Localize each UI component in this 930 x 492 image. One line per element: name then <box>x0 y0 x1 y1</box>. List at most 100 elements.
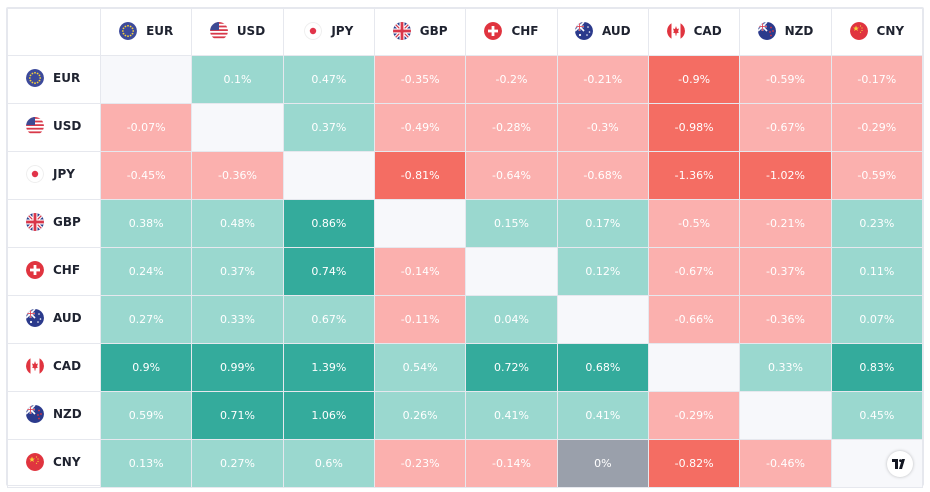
heatmap-cell[interactable]: -0.59% <box>739 55 832 104</box>
heatmap-cell[interactable]: -0.07% <box>99 103 193 152</box>
heatmap-cell[interactable]: -0.17% <box>830 55 924 104</box>
heatmap-cell[interactable]: -0.36% <box>739 295 832 344</box>
column-header-gbp[interactable]: GBP <box>373 8 467 56</box>
heatmap-cell-empty[interactable] <box>647 343 741 392</box>
heatmap-cell[interactable]: -0.14% <box>465 439 558 488</box>
heatmap-cell[interactable]: 0.37% <box>191 247 284 296</box>
heatmap-cell[interactable]: 0.26% <box>373 391 467 440</box>
heatmap-cell[interactable]: 0.74% <box>282 247 375 296</box>
heatmap-cell[interactable]: 0.68% <box>556 343 649 392</box>
column-header-cad[interactable]: CAD <box>647 8 741 56</box>
heatmap-cell-empty[interactable] <box>282 151 375 200</box>
heatmap-cell[interactable]: -0.29% <box>647 391 741 440</box>
row-header-aud[interactable]: AUD <box>7 295 101 344</box>
heatmap-cell[interactable]: -0.46% <box>739 439 832 488</box>
heatmap-cell-empty[interactable] <box>191 103 284 152</box>
row-header-cny[interactable]: CNY <box>7 439 101 488</box>
row-header-gbp[interactable]: GBP <box>7 199 101 248</box>
heatmap-cell[interactable]: 0.59% <box>99 391 193 440</box>
heatmap-cell[interactable]: 0.37% <box>282 103 375 152</box>
heatmap-cell[interactable]: 0.27% <box>191 439 284 488</box>
row-header-chf[interactable]: CHF <box>7 247 101 296</box>
heatmap-cell[interactable]: -0.67% <box>739 103 832 152</box>
heatmap-cell[interactable]: 0.07% <box>830 295 924 344</box>
heatmap-cell[interactable]: 0.23% <box>830 199 924 248</box>
heatmap-cell[interactable]: -0.81% <box>373 151 467 200</box>
heatmap-cell[interactable]: -0.11% <box>373 295 467 344</box>
row-header-jpy[interactable]: JPY <box>7 151 101 200</box>
heatmap-cell[interactable]: -1.36% <box>647 151 741 200</box>
heatmap-cell[interactable]: 0.9% <box>99 343 193 392</box>
heatmap-cell[interactable]: 0.24% <box>99 247 193 296</box>
column-header-usd[interactable]: USD <box>191 8 284 56</box>
heatmap-cell-empty[interactable] <box>739 391 832 440</box>
heatmap-cell[interactable]: 0% <box>556 439 649 488</box>
heatmap-cell[interactable]: 0.11% <box>830 247 924 296</box>
heatmap-cell[interactable]: 0.6% <box>282 439 375 488</box>
heatmap-cell[interactable]: 0.54% <box>373 343 467 392</box>
column-header-jpy[interactable]: JPY <box>282 8 375 56</box>
column-header-aud[interactable]: AUD <box>556 8 649 56</box>
column-header-cny[interactable]: CNY <box>830 8 924 56</box>
heatmap-cell[interactable]: 0.33% <box>739 343 832 392</box>
heatmap-cell[interactable]: 0.04% <box>465 295 558 344</box>
row-header-eur[interactable]: EUR <box>7 55 101 104</box>
row-header-usd[interactable]: USD <box>7 103 101 152</box>
heatmap-cell[interactable]: -1.02% <box>739 151 832 200</box>
column-header-eur[interactable]: EUR <box>99 8 193 56</box>
heatmap-cell[interactable]: 0.27% <box>99 295 193 344</box>
tradingview-logo-icon[interactable] <box>887 451 913 477</box>
heatmap-cell[interactable]: 1.39% <box>282 343 375 392</box>
heatmap-cell[interactable]: -0.37% <box>739 247 832 296</box>
heatmap-cell[interactable]: 0.67% <box>282 295 375 344</box>
heatmap-cell[interactable]: -0.21% <box>739 199 832 248</box>
heatmap-cell[interactable]: -0.35% <box>373 55 467 104</box>
heatmap-cell[interactable]: 0.17% <box>556 199 649 248</box>
heatmap-cell-empty[interactable] <box>99 55 193 104</box>
heatmap-cell[interactable]: -0.23% <box>373 439 467 488</box>
heatmap-cell[interactable]: 0.72% <box>465 343 558 392</box>
heatmap-cell[interactable]: 0.13% <box>99 439 193 488</box>
heatmap-cell[interactable]: 0.38% <box>99 199 193 248</box>
heatmap-cell[interactable]: -0.68% <box>556 151 649 200</box>
heatmap-cell[interactable]: -0.28% <box>465 103 558 152</box>
heatmap-cell[interactable]: -0.49% <box>373 103 467 152</box>
heatmap-cell-empty[interactable] <box>373 199 467 248</box>
row-header-nzd[interactable]: NZD <box>7 391 101 440</box>
heatmap-cell[interactable]: -0.82% <box>647 439 741 488</box>
heatmap-cell[interactable]: -0.9% <box>647 55 741 104</box>
heatmap-cell[interactable]: 0.12% <box>556 247 649 296</box>
heatmap-cell-empty[interactable] <box>556 295 649 344</box>
heatmap-cell[interactable]: 0.33% <box>191 295 284 344</box>
heatmap-cell[interactable]: 0.45% <box>830 391 924 440</box>
heatmap-cell[interactable]: -0.36% <box>191 151 284 200</box>
heatmap-cell-empty[interactable] <box>465 247 558 296</box>
column-header-nzd[interactable]: NZD <box>739 8 832 56</box>
heatmap-cell[interactable]: -0.45% <box>99 151 193 200</box>
heatmap-cell[interactable]: 0.71% <box>191 391 284 440</box>
heatmap-cell[interactable]: 0.47% <box>282 55 375 104</box>
heatmap-cell[interactable]: -0.98% <box>647 103 741 152</box>
heatmap-cell[interactable]: 0.86% <box>282 199 375 248</box>
row-header-cad[interactable]: CAD <box>7 343 101 392</box>
heatmap-cell[interactable]: 0.83% <box>830 343 924 392</box>
heatmap-cell[interactable]: -0.14% <box>373 247 467 296</box>
us-flag-icon <box>26 117 44 135</box>
heatmap-cell[interactable]: -0.29% <box>830 103 924 152</box>
heatmap-cell[interactable]: -0.66% <box>647 295 741 344</box>
heatmap-cell[interactable]: -0.5% <box>647 199 741 248</box>
heatmap-cell[interactable]: 0.15% <box>465 199 558 248</box>
heatmap-cell[interactable]: -0.2% <box>465 55 558 104</box>
heatmap-cell[interactable]: -0.59% <box>830 151 924 200</box>
heatmap-cell[interactable]: -0.67% <box>647 247 741 296</box>
heatmap-cell[interactable]: 0.41% <box>556 391 649 440</box>
heatmap-cell[interactable]: 0.1% <box>191 55 284 104</box>
heatmap-cell[interactable]: 0.99% <box>191 343 284 392</box>
heatmap-cell[interactable]: -0.21% <box>556 55 649 104</box>
heatmap-cell[interactable]: -0.64% <box>465 151 558 200</box>
heatmap-cell[interactable]: 1.06% <box>282 391 375 440</box>
heatmap-cell[interactable]: 0.48% <box>191 199 284 248</box>
heatmap-cell[interactable]: -0.3% <box>556 103 649 152</box>
column-header-chf[interactable]: CHF <box>465 8 558 56</box>
heatmap-cell[interactable]: 0.41% <box>465 391 558 440</box>
